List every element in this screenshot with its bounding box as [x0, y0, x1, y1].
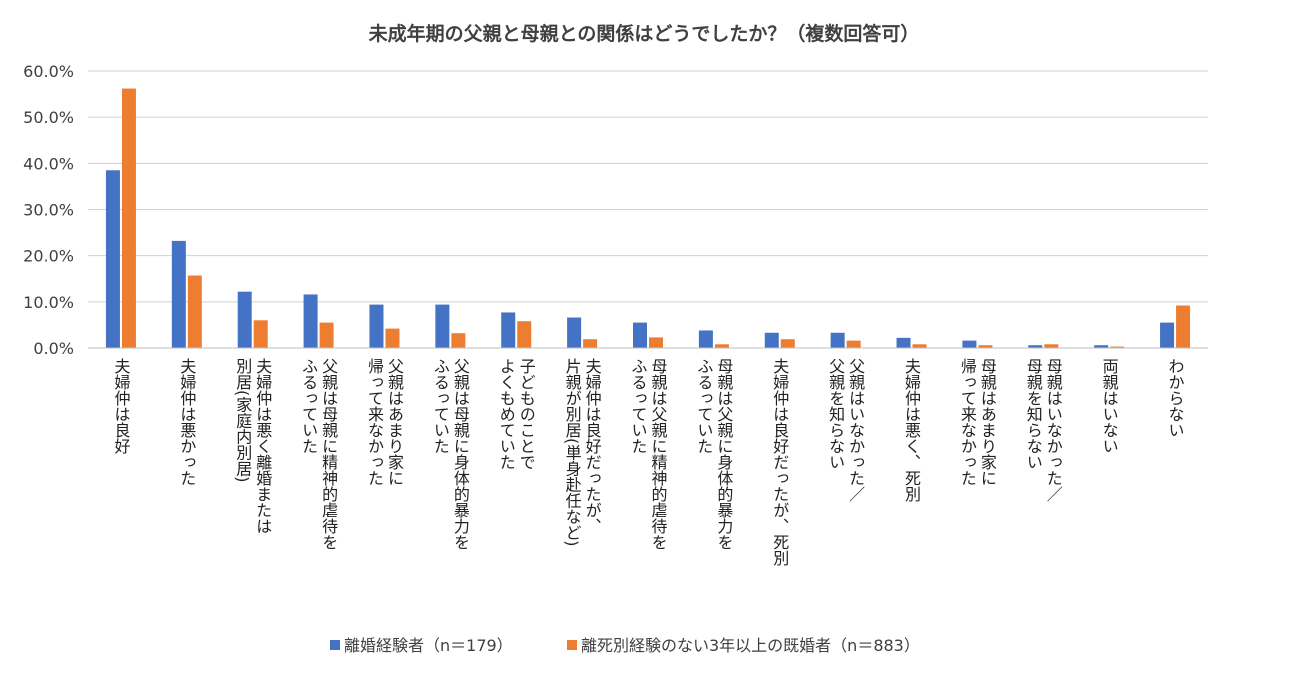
category-label: 両親はいない: [1100, 358, 1119, 454]
category-label-line: よくもめていた: [497, 358, 516, 470]
y-tick-label: 50.0%: [23, 108, 74, 127]
category-label-line: ふるっていた: [694, 358, 713, 454]
bar-series-1: [237, 291, 252, 348]
bar-series-2: [583, 339, 598, 348]
bar-series-2: [1110, 346, 1125, 348]
chart-title: 未成年期の父親と母親との関係はどうでしたか？（複数回答可）: [368, 22, 920, 45]
gridlines: [88, 70, 1208, 303]
category-label: 夫婦仲は良好: [111, 358, 130, 455]
category-label-line: 夫婦仲は良好: [111, 358, 130, 455]
y-tick-label: 20.0%: [23, 247, 74, 266]
category-label: 夫婦仲は良好だったが、片親が別居(単身赴任など): [563, 358, 602, 546]
y-tick-label: 60.0%: [23, 62, 74, 81]
category-label: 夫婦仲は悪かった: [177, 358, 196, 486]
y-tick-label: 30.0%: [23, 201, 74, 220]
category-label-line: ふるっていた: [431, 358, 450, 454]
legend: 離婚経験者（n＝179） 離死別経験のない3年以上の既婚者（n＝883）: [330, 636, 920, 655]
bar-series-2: [385, 328, 400, 348]
category-label-line: 夫婦仲は悪く、死別: [902, 358, 921, 503]
legend-label: 離死別経験のない3年以上の既婚者（n＝883）: [581, 636, 920, 655]
category-label-line: 母親を知らない: [1024, 358, 1043, 470]
category-label: 父親はいなかった／父親を知らない: [826, 358, 865, 502]
bar-series-1: [435, 304, 450, 348]
bar-series-1: [830, 332, 845, 348]
category-label-line: 帰って来なかった: [365, 358, 384, 486]
bar-series-2: [978, 345, 993, 348]
category-label-line: ふるっていた: [629, 358, 648, 454]
bar-series-1: [567, 317, 582, 348]
category-label-line: 子どものことで: [517, 358, 536, 470]
bar-series-1: [105, 170, 120, 348]
category-label: 母親はいなかった／母親を知らない: [1024, 358, 1063, 502]
category-label-line: 父親はいなかった／: [846, 358, 865, 502]
bar-series-2: [253, 320, 268, 348]
category-label: 夫婦仲は良好だったが、死別: [770, 358, 789, 567]
category-label-line: 母親はいなかった／: [1044, 358, 1063, 502]
bar-series-2: [1044, 344, 1059, 348]
y-tick-label: 0.0%: [33, 339, 74, 358]
legend-swatch: [330, 640, 340, 650]
category-label-line: 父親は母親に精神的虐待を: [319, 358, 338, 550]
bar-series-1: [962, 340, 977, 348]
category-label-line: 夫婦仲は良好だったが、: [583, 358, 602, 534]
bar-series-1: [369, 304, 384, 348]
category-label-line: 両親はいない: [1100, 358, 1119, 454]
category-label-line: 片親が別居(単身赴任など): [563, 358, 582, 546]
bar-series-1: [633, 322, 647, 348]
bar-series-1: [896, 337, 911, 348]
category-label-line: ふるっていた: [299, 358, 318, 454]
legend-item-series-2: 離死別経験のない3年以上の既婚者（n＝883）: [567, 636, 920, 655]
category-label-line: 夫婦仲は良好だったが、死別: [770, 358, 789, 567]
bar-series-2: [319, 322, 334, 348]
bar-series-2: [780, 339, 795, 348]
category-label: わからない: [1166, 358, 1185, 438]
y-tick-label: 10.0%: [23, 293, 74, 312]
bar-series-2: [1176, 305, 1191, 348]
y-axis-ticks: 0.0% 10.0% 20.0% 30.0% 40.0% 50.0% 60.0%: [23, 62, 74, 358]
category-label-line: 父親を知らない: [826, 358, 845, 470]
bar-series-2: [846, 340, 861, 348]
category-label-line: 父親は母親に身体的暴力を: [451, 358, 470, 550]
bar-series-2: [187, 275, 202, 348]
bar-series-1: [501, 312, 516, 348]
legend-item-series-1: 離婚経験者（n＝179）: [330, 636, 513, 655]
category-label-line: 帰って来なかった: [958, 358, 977, 486]
bar-series-2: [649, 337, 663, 348]
category-label-line: 別居(家庭内別居): [233, 358, 252, 482]
category-label-line: 母親は父親に身体的暴力を: [714, 358, 733, 550]
y-tick-label: 40.0%: [23, 154, 74, 173]
bar-series-1: [698, 330, 713, 348]
bars: [105, 88, 1191, 348]
bar-series-1: [1160, 322, 1175, 348]
category-label-line: 父親はあまり家に: [385, 358, 404, 486]
bar-series-2: [451, 333, 466, 348]
category-label-line: 母親はあまり家に: [978, 358, 997, 486]
category-label-line: 母親は父親に精神的虐待を: [649, 358, 668, 550]
bar-series-2: [714, 344, 729, 348]
category-label: 夫婦仲は悪く、死別: [902, 358, 921, 503]
bar-series-2: [517, 321, 532, 348]
bar-series-2: [121, 88, 136, 348]
legend-label: 離婚経験者（n＝179）: [344, 636, 513, 655]
bar-series-2: [912, 344, 927, 348]
bar-series-1: [1028, 345, 1043, 348]
category-label-line: わからない: [1166, 358, 1185, 438]
bar-series-1: [171, 240, 186, 348]
bar-series-1: [1094, 345, 1109, 348]
legend-swatch: [567, 640, 577, 650]
category-label-line: 夫婦仲は悪かった: [177, 358, 196, 486]
bar-series-1: [303, 294, 318, 348]
bar-series-1: [764, 332, 779, 348]
category-label-line: 夫婦仲は悪く離婚または: [253, 358, 272, 534]
